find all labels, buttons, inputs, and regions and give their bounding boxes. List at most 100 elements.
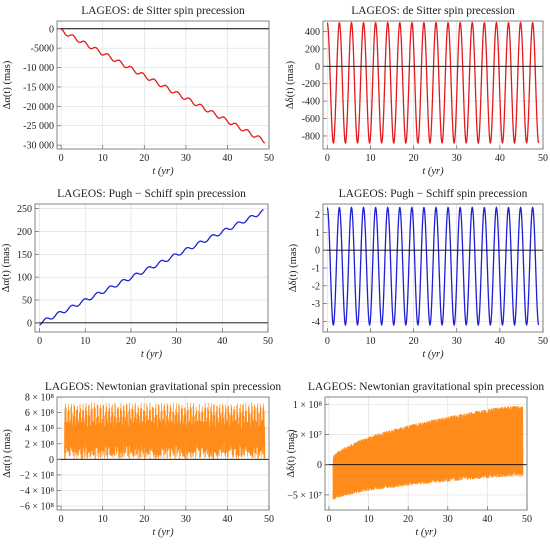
x-tick-label: 30 bbox=[172, 336, 182, 347]
x-tick-label: 0 bbox=[59, 153, 64, 164]
x-tick-label: 40 bbox=[222, 514, 232, 525]
y-tick-label: 0 bbox=[315, 62, 320, 73]
y-tick-label: 0 bbox=[49, 24, 54, 35]
chart-title: LAGEOS: Pugh − Schiff spin precession bbox=[339, 188, 528, 200]
y-tick-label: -25 000 bbox=[23, 121, 54, 132]
x-tick-label: 0 bbox=[325, 336, 330, 347]
x-tick-label: 10 bbox=[364, 514, 374, 525]
y-tick-label: 6 × 10⁸ bbox=[25, 408, 55, 419]
plot-frame bbox=[34, 203, 269, 333]
y-tick-label: -4 bbox=[312, 317, 320, 328]
x-tick-label: 30 bbox=[452, 153, 462, 164]
series-line-5 bbox=[61, 402, 266, 460]
x-tick-label: 50 bbox=[264, 514, 274, 525]
x-tick-label: 40 bbox=[222, 153, 232, 164]
x-axis-label: t (yr) bbox=[152, 527, 174, 538]
x-tick-label: 10 bbox=[365, 336, 375, 347]
chart-title: LAGEOS: Newtonian gravitational spin pre… bbox=[45, 381, 282, 393]
y-tick-label: 8 × 10⁸ bbox=[25, 393, 55, 404]
chart-title: LAGEOS: Pugh − Schiff spin precession bbox=[57, 188, 246, 200]
x-tick-label: 40 bbox=[482, 514, 492, 525]
y-tick-label: -600 bbox=[302, 114, 320, 125]
y-tick-label: 150 bbox=[17, 250, 32, 261]
x-tick-label: 20 bbox=[403, 514, 413, 525]
plot-frame bbox=[56, 396, 270, 511]
x-axis-label: t (yr) bbox=[152, 166, 174, 177]
y-tick-label: 2 × 10⁸ bbox=[25, 439, 55, 450]
series-line-1 bbox=[60, 28, 266, 144]
y-tick-label: −2 × 10⁸ bbox=[19, 470, 54, 481]
y-tick-label: 200 bbox=[17, 227, 32, 238]
x-tick-label: 40 bbox=[495, 336, 505, 347]
y-tick-label: 1 × 10⁸ bbox=[293, 400, 323, 411]
y-axis-label: Δα(t) (mas) bbox=[2, 60, 13, 109]
x-axis-label: t (yr) bbox=[415, 527, 437, 538]
chart-title: LAGEOS: Newtonian gravitational spin pre… bbox=[308, 381, 545, 393]
y-tick-label: 0 bbox=[49, 455, 54, 466]
y-tick-label: 0 bbox=[27, 318, 32, 329]
x-axis-label: t (yr) bbox=[422, 166, 444, 177]
x-tick-label: 0 bbox=[59, 514, 64, 525]
x-tick-label: 20 bbox=[409, 153, 419, 164]
x-tick-label: 30 bbox=[443, 514, 453, 525]
y-tick-label: -200 bbox=[302, 79, 320, 90]
y-tick-label: -400 bbox=[302, 97, 320, 108]
y-axis-label: Δδ(t) (mas) bbox=[286, 429, 297, 478]
y-tick-label: 100 bbox=[17, 273, 32, 284]
y-axis-label: Δδ(t) (mas) bbox=[288, 243, 299, 292]
chart-panel-3: 0 10 20 30 40 50 0 50 100 150 200 250 LAGEOS: Pugh −… bbox=[1, 188, 273, 360]
y-tick-label: -10 000 bbox=[23, 63, 54, 74]
y-tick-label: -2 bbox=[312, 281, 320, 292]
x-tick-label: 50 bbox=[264, 153, 274, 164]
y-axis-label: Δα(t) (mas) bbox=[1, 243, 12, 292]
y-tick-label: -3 bbox=[312, 299, 320, 310]
x-tick-label: 20 bbox=[409, 336, 419, 347]
x-tick-label: 50 bbox=[522, 514, 532, 525]
x-tick-label: 10 bbox=[365, 153, 375, 164]
plot-frame bbox=[322, 20, 544, 150]
x-tick-label: 10 bbox=[98, 153, 108, 164]
x-tick-label: 30 bbox=[181, 153, 191, 164]
chart-panel-6: 0 10 20 30 40 50 1 × 10⁸ 5 × 10⁷ 0 −5 × 10⁷ LAGEOS… bbox=[286, 381, 544, 538]
series-line-2 bbox=[326, 21, 540, 145]
y-tick-label: -5000 bbox=[31, 44, 54, 55]
chart-panel-1: 0 10 20 30 40 50 0 -5000 -10 000 -15 000 -20 000 -2… bbox=[2, 5, 274, 177]
chart-panel-5: 0 10 20 30 40 50 8 × 10⁸ 6 × 10⁸ 4 × 10⁸ 2 × 10⁸ 0… bbox=[2, 381, 281, 538]
y-tick-label: 4 × 10⁸ bbox=[25, 424, 55, 435]
y-tick-label: -800 bbox=[302, 131, 320, 142]
x-tick-label: 0 bbox=[37, 336, 42, 347]
y-tick-label: -20 000 bbox=[23, 102, 54, 113]
series-line-4 bbox=[326, 206, 540, 327]
x-tick-label: 40 bbox=[217, 336, 227, 347]
y-axis-label: Δδ(t) (mas) bbox=[285, 60, 296, 109]
y-tick-label: 2 bbox=[315, 210, 320, 221]
x-tick-label: 30 bbox=[452, 336, 462, 347]
y-tick-label: −6 × 10⁸ bbox=[19, 502, 54, 513]
chart-title: LAGEOS: de Sitter spin precession bbox=[351, 5, 515, 17]
x-tick-label: 10 bbox=[98, 514, 108, 525]
x-tick-label: 0 bbox=[326, 514, 331, 525]
x-tick-label: 50 bbox=[538, 153, 548, 164]
x-tick-label: 0 bbox=[325, 153, 330, 164]
y-tick-label: 0 bbox=[315, 246, 320, 257]
x-tick-label: 30 bbox=[181, 514, 191, 525]
y-tick-label: 50 bbox=[22, 296, 32, 307]
x-tick-label: 50 bbox=[538, 336, 548, 347]
chart-title: LAGEOS: de Sitter spin precession bbox=[81, 5, 245, 17]
x-tick-label: 10 bbox=[80, 336, 90, 347]
y-tick-label: 1 bbox=[315, 228, 320, 239]
plot-frame bbox=[324, 396, 528, 511]
y-tick-label: -30 000 bbox=[23, 141, 54, 152]
series-line-3 bbox=[39, 208, 264, 326]
y-tick-label: −5 × 10⁷ bbox=[287, 490, 322, 501]
plot-frame bbox=[56, 20, 270, 150]
y-tick-label: -1 bbox=[312, 264, 320, 275]
y-tick-label: -15 000 bbox=[23, 82, 54, 93]
x-axis-label: t (yr) bbox=[141, 349, 163, 360]
y-tick-label: 400 bbox=[305, 27, 320, 38]
chart-panel-2: 0 10 20 30 40 50 400 200 0 -200 -400 -600 -800 LAGEOS… bbox=[285, 5, 548, 177]
x-tick-label: 50 bbox=[263, 336, 273, 347]
x-tick-label: 40 bbox=[495, 153, 505, 164]
